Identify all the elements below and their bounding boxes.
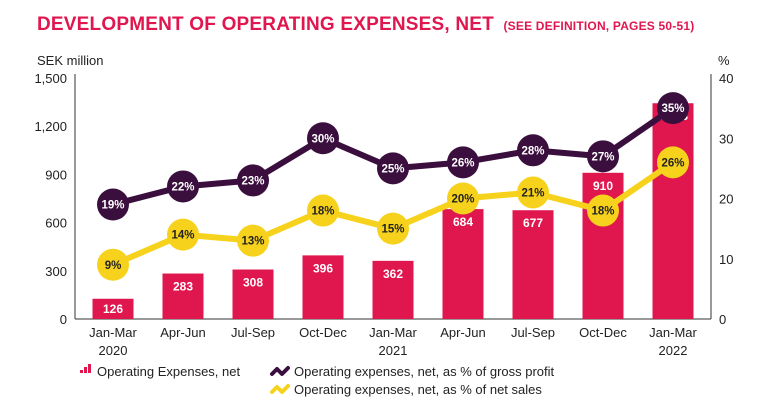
gross-profit-pct-point — [657, 92, 689, 125]
y-left-tick-label: 900 — [45, 167, 67, 182]
gross-profit-pct-point — [377, 152, 409, 185]
bar — [652, 103, 694, 319]
net-sales-pct-point-label: 21% — [521, 187, 544, 199]
y-axis-left-label: SEK million — [37, 53, 103, 68]
legend-bar-icon — [80, 370, 83, 373]
net-sales-pct-point-label: 15% — [381, 224, 404, 236]
net-sales-pct-point — [237, 224, 269, 257]
bar-value-label: 126 — [103, 302, 123, 316]
net-sales-pct-point — [587, 194, 619, 227]
y-right-tick-label: 20 — [719, 192, 733, 207]
bar-value-label: 677 — [523, 216, 543, 230]
legend-label-bars: Operating Expenses, net — [97, 364, 240, 379]
x-tick-year-label: 2021 — [379, 343, 408, 358]
x-tick-label: Apr-Jun — [440, 325, 486, 340]
x-tick-label: Oct-Dec — [579, 325, 627, 340]
bar — [232, 269, 274, 319]
legend-gross-profit-icon — [270, 366, 290, 376]
net-sales-pct-point-label: 20% — [451, 194, 474, 206]
bar — [302, 255, 344, 319]
bar-value-label: 396 — [313, 261, 333, 275]
bar-value-label: 308 — [243, 276, 263, 290]
gross-profit-pct-point-label: 23% — [241, 175, 264, 187]
net-sales-pct-point-label: 13% — [241, 236, 264, 248]
y-right-tick-label: 30 — [719, 131, 733, 146]
bar — [162, 273, 204, 319]
x-tick-label: Jul-Sep — [231, 325, 275, 340]
net-sales-pct-point-label: 14% — [171, 230, 194, 242]
gross-profit-pct-point — [97, 188, 129, 221]
y-left-tick-label: 0 — [60, 312, 67, 327]
gross-profit-pct-point — [167, 170, 199, 203]
gross-profit-pct-point-label: 26% — [451, 157, 474, 169]
bar-value-label: 362 — [383, 267, 403, 281]
net-sales-pct-point — [657, 146, 689, 179]
y-left-tick-label: 1,500 — [34, 71, 67, 86]
bar — [92, 298, 134, 319]
net-sales-pct-point-label: 9% — [105, 260, 122, 272]
legend-bar-icon — [88, 364, 91, 373]
bar — [372, 260, 414, 319]
net-sales-pct-point — [97, 248, 129, 281]
gross-profit-pct-point — [447, 146, 479, 179]
y-left-tick-label: 1,200 — [34, 119, 67, 134]
bar-value-label: 910 — [593, 179, 613, 193]
x-tick-label: Jan-Mar — [89, 325, 137, 340]
y-right-tick-label: 10 — [719, 252, 733, 267]
gross-profit-pct-point-label: 22% — [171, 181, 194, 193]
bar-value-label: 684 — [453, 215, 473, 229]
y-axis-right-label: % — [718, 53, 730, 68]
x-tick-label: Jan-Mar — [649, 325, 697, 340]
net-sales-pct-point — [517, 176, 549, 209]
legend-bar-icon — [84, 367, 87, 373]
net-sales-pct-point — [167, 218, 199, 251]
gross-profit-pct-point — [307, 122, 339, 155]
x-tick-label: Jul-Sep — [511, 325, 555, 340]
gross-profit-pct-point-label: 35% — [661, 103, 684, 115]
gross-profit-pct-point — [587, 140, 619, 173]
net-sales-pct-point — [377, 212, 409, 245]
bar — [442, 209, 484, 319]
legend-label-net-sales: Operating expenses, net, as % of net sal… — [294, 382, 542, 397]
net-sales-pct-point — [307, 194, 339, 227]
x-tick-year-label: 2020 — [99, 343, 128, 358]
y-right-tick-label: 0 — [719, 312, 726, 327]
gross-profit-pct-point — [517, 134, 549, 167]
net-sales-pct-point-label: 26% — [661, 157, 684, 169]
gross-profit-pct-point-label: 27% — [591, 151, 614, 163]
gross-profit-pct-point-label: 19% — [101, 200, 124, 212]
chart-title: DEVELOPMENT OF OPERATING EXPENSES, NET (… — [37, 14, 694, 36]
gross-profit-pct-point-label: 28% — [521, 145, 544, 157]
y-right-tick-label: 40 — [719, 71, 733, 86]
chart-title-main: DEVELOPMENT OF OPERATING EXPENSES, NET — [37, 14, 494, 35]
net-sales-pct-point — [447, 182, 479, 215]
net-sales-pct-point-label: 18% — [311, 206, 334, 218]
legend-net-sales-icon — [270, 384, 290, 394]
chart-subtitle: (SEE DEFINITION, PAGES 50-51) — [503, 19, 695, 33]
net-sales-pct-point-label: 18% — [591, 206, 614, 218]
x-tick-label: Apr-Jun — [160, 325, 206, 340]
bar-value-label: 283 — [173, 280, 193, 294]
x-tick-year-label: 2022 — [659, 343, 688, 358]
gross-profit-pct-point — [237, 164, 269, 197]
x-tick-label: Oct-Dec — [299, 325, 347, 340]
bar — [512, 210, 554, 319]
legend-label-gross-profit: Operating expenses, net, as % of gross p… — [294, 364, 555, 379]
gross-profit-pct-point-label: 30% — [311, 133, 334, 145]
y-left-tick-label: 300 — [45, 264, 67, 279]
y-left-tick-label: 600 — [45, 216, 67, 231]
gross-profit-pct-point-label: 25% — [381, 163, 404, 175]
x-tick-label: Jan-Mar — [369, 325, 417, 340]
